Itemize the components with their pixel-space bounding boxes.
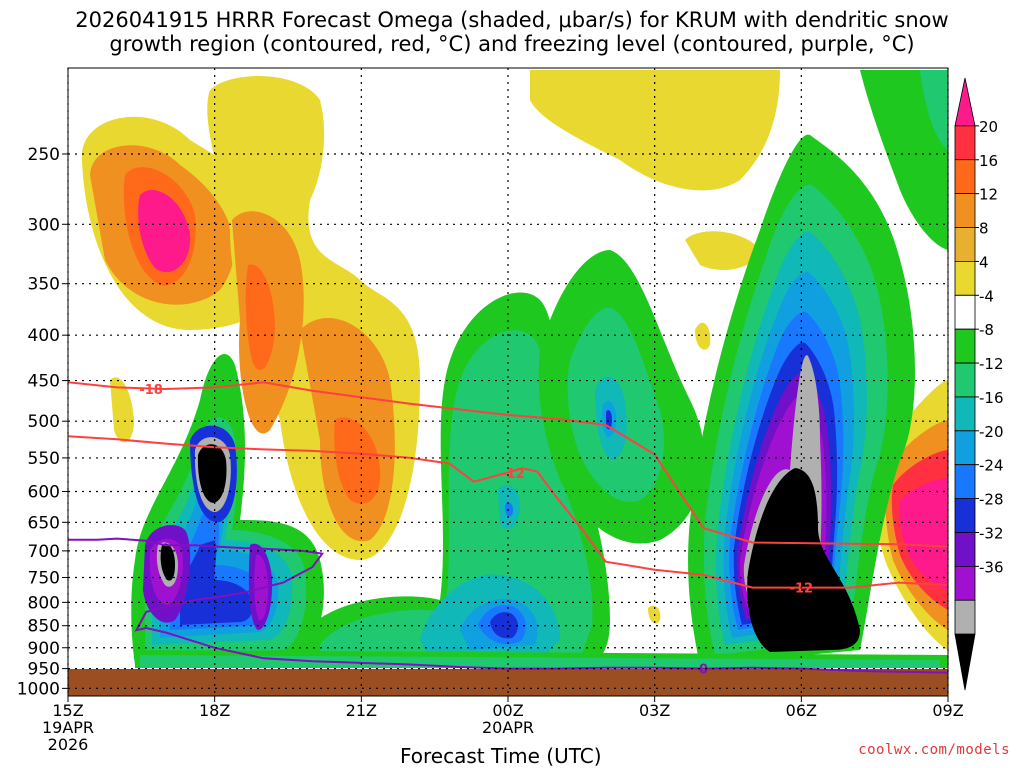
x-tick-sublabel: 20APR xyxy=(482,718,534,737)
colorbar-label: -12 xyxy=(979,355,1004,373)
y-tick-label: 750 xyxy=(28,568,60,588)
chart-title-line-1: 2026041915 HRRR Forecast Omega (shaded, … xyxy=(75,8,949,32)
colorbar-swatch xyxy=(954,77,976,127)
y-tick-label: 600 xyxy=(28,482,60,502)
descent-region-upper-middle xyxy=(207,76,420,561)
y-tick-label: 500 xyxy=(28,412,60,432)
colorbar-label: -36 xyxy=(979,558,1004,576)
colorbar-swatch xyxy=(954,396,976,432)
y-tick-label: 900 xyxy=(28,639,60,659)
colorbar-swatch xyxy=(954,430,976,466)
colorbar-label: 12 xyxy=(979,186,998,204)
colorbar-swatch xyxy=(954,362,976,398)
x-tick-label: 06Z xyxy=(786,701,817,720)
colorbar-label: -16 xyxy=(979,389,1004,407)
y-tick-label: 400 xyxy=(28,326,60,346)
contour-label: -12 xyxy=(790,582,814,597)
contour-label: -18 xyxy=(139,383,163,398)
ascent-region-middle xyxy=(300,292,610,668)
omega-shaded-field: -18 -12 -12 0 xyxy=(68,70,948,696)
colorbar-swatch xyxy=(954,193,976,228)
colorbar-swatch xyxy=(954,227,976,262)
colorbar-swatch xyxy=(954,159,976,195)
colorbar-swatch xyxy=(954,261,976,296)
colorbar-swatch xyxy=(954,599,976,635)
y-tick-label: 350 xyxy=(28,275,60,295)
colorbar-label: 16 xyxy=(979,152,998,170)
y-tick-label: 650 xyxy=(28,513,60,533)
contour-line xyxy=(68,435,948,589)
x-tick-sublabel: 19APR xyxy=(42,718,94,737)
colorbar-swatch xyxy=(954,565,976,601)
y-tick-label: 550 xyxy=(28,449,60,469)
colorbar-label: -28 xyxy=(979,491,1004,509)
x-axis-label: Forecast Time (UTC) xyxy=(400,744,602,768)
y-tick-label: 300 xyxy=(28,215,60,235)
colorbar-label: 4 xyxy=(979,253,989,271)
colorbar-label: -24 xyxy=(979,457,1004,475)
watermark: coolwx.com/models xyxy=(858,742,1010,758)
colorbar: 20 16 12 8 4 -4 -8 -12 -16 -20 -24 -28 -32 -36 xyxy=(954,77,1004,691)
colorbar-label: -32 xyxy=(979,524,1004,542)
colorbar-label: 8 xyxy=(979,220,989,238)
colorbar-swatch xyxy=(954,328,976,364)
y-tick-label: 800 xyxy=(28,593,60,613)
y-tick-label: 450 xyxy=(28,372,60,392)
colorbar-swatch xyxy=(954,294,976,330)
ascent-region-upper-middle-right xyxy=(538,250,705,544)
colorbar-label: -20 xyxy=(979,423,1004,441)
ascent-region-right xyxy=(688,134,915,665)
colorbar-swatch xyxy=(954,125,976,161)
colorbar-swatch xyxy=(954,464,976,499)
chart-title-line-2: growth region (contoured, red, °C) and f… xyxy=(109,32,915,56)
colorbar-swatch xyxy=(954,532,976,567)
colorbar-swatch xyxy=(954,498,976,533)
y-tick-label: 950 xyxy=(28,660,60,680)
y-tick-label: 700 xyxy=(28,542,60,562)
ascent-region-bottom-band xyxy=(135,650,948,668)
colorbar-label: -8 xyxy=(979,321,994,339)
contour-label: -12 xyxy=(501,467,525,482)
x-tick-label: 03Z xyxy=(639,701,670,720)
y-tick-label: 1000 xyxy=(17,679,60,699)
x-tick-label: 00Z xyxy=(492,701,523,720)
y-tick-label: 850 xyxy=(28,617,60,637)
ascent-region-top-right-corner xyxy=(860,70,948,250)
y-axis-ticks: 2503003504004505005506006507007508008509… xyxy=(17,145,68,699)
x-tick-label: 09Z xyxy=(932,701,963,720)
x-tick-label: 15Z xyxy=(52,701,83,720)
x-tick-label: 18Z xyxy=(199,701,230,720)
descent-region-top-right xyxy=(110,70,780,624)
x-tick-sublabel: 2026 xyxy=(48,735,89,754)
x-tick-label: 21Z xyxy=(346,701,377,720)
y-tick-label: 250 xyxy=(28,145,60,165)
contour-line xyxy=(68,381,948,548)
contour-label: 0 xyxy=(699,663,708,678)
colorbar-label: 20 xyxy=(979,118,998,136)
colorbar-label: -4 xyxy=(979,287,994,305)
colorbar-swatch xyxy=(954,633,976,691)
contour-line xyxy=(68,537,948,674)
